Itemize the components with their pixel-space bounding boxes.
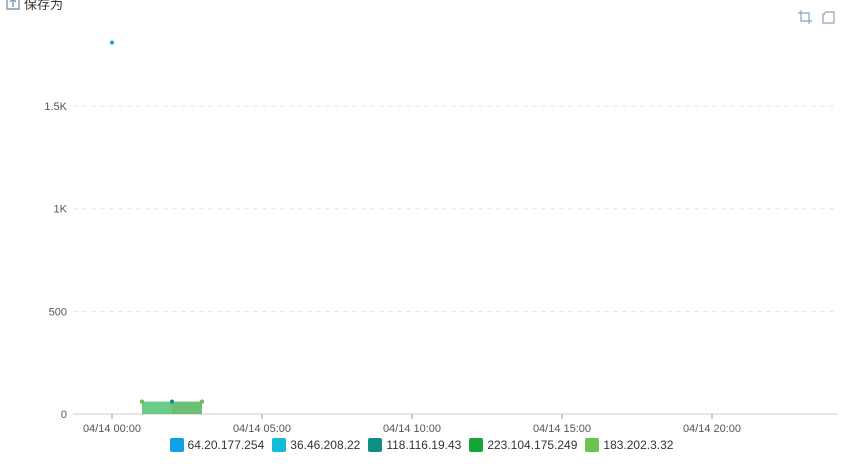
legend-item[interactable]: 183.202.3.32 bbox=[585, 438, 673, 452]
series-area bbox=[142, 401, 202, 414]
legend-item[interactable]: 223.104.175.249 bbox=[469, 438, 577, 452]
legend-label: 223.104.175.249 bbox=[487, 438, 578, 452]
upload-icon bbox=[6, 0, 20, 10]
legend-swatch bbox=[272, 438, 287, 452]
data-point[interactable] bbox=[200, 399, 204, 404]
chart-area: 0 500 1K 1.5K 04/14 00:00 04/14 05:00 04/14 10… bbox=[44, 40, 838, 435]
data-point[interactable] bbox=[110, 40, 114, 45]
x-tick-label: 04/14 15:00 bbox=[533, 423, 591, 435]
legend-swatch bbox=[469, 438, 484, 452]
legend-swatch bbox=[169, 438, 184, 452]
x-tick-label: 04/14 20:00 bbox=[683, 423, 741, 435]
data-point[interactable] bbox=[140, 399, 144, 404]
chart-toolbox bbox=[798, 10, 835, 24]
x-tick-label: 04/14 05:00 bbox=[233, 423, 291, 435]
x-tick-label: 04/14 00:00 bbox=[83, 423, 141, 435]
data-point[interactable] bbox=[170, 399, 174, 404]
legend-item[interactable]: 118.116.19.43 bbox=[368, 438, 461, 452]
restore-icon[interactable] bbox=[821, 10, 835, 24]
legend-item[interactable]: 36.46.208.22 bbox=[272, 438, 360, 452]
legend-swatch bbox=[585, 438, 600, 452]
chart-legend: 64.20.177.254 36.46.208.22 118.116.19.43 22… bbox=[0, 438, 843, 452]
legend-label: 36.46.208.22 bbox=[290, 438, 361, 452]
crop-icon[interactable] bbox=[798, 10, 812, 24]
save-as-label: 保存为 bbox=[24, 0, 64, 12]
y-tick-label: 0 bbox=[61, 409, 67, 421]
legend-swatch bbox=[368, 438, 383, 452]
x-tick-label: 04/14 10:00 bbox=[383, 423, 441, 435]
y-tick-label: 1K bbox=[54, 204, 68, 216]
y-tick-label: 1.5K bbox=[44, 101, 67, 113]
y-tick-label: 500 bbox=[49, 306, 67, 318]
legend-label: 183.202.3.32 bbox=[603, 438, 674, 452]
legend-item[interactable]: 64.20.177.254 bbox=[169, 438, 265, 452]
legend-label: 64.20.177.254 bbox=[187, 438, 265, 452]
legend-label: 118.116.19.43 bbox=[386, 438, 462, 452]
save-as-button[interactable]: 保存为 bbox=[6, 0, 63, 12]
